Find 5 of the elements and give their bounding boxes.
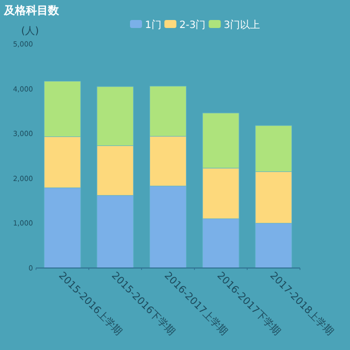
legend-label: 3门以上	[224, 19, 260, 31]
y-axis-title: (人)	[21, 26, 39, 37]
legend-label: 1门	[145, 19, 162, 31]
legend-label: 2-3门	[179, 19, 206, 31]
chart-title: 及格科目数	[3, 4, 60, 17]
